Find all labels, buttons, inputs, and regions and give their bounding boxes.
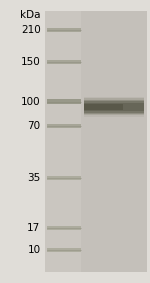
Text: 150: 150 — [21, 57, 40, 67]
FancyBboxPatch shape — [81, 11, 147, 272]
FancyBboxPatch shape — [84, 100, 144, 114]
FancyBboxPatch shape — [46, 99, 81, 104]
FancyBboxPatch shape — [46, 248, 81, 252]
FancyBboxPatch shape — [46, 177, 81, 180]
Text: 17: 17 — [27, 223, 40, 233]
Text: kDa: kDa — [20, 10, 40, 20]
FancyBboxPatch shape — [84, 101, 144, 113]
Text: 10: 10 — [27, 245, 40, 256]
FancyBboxPatch shape — [46, 28, 81, 31]
FancyBboxPatch shape — [46, 124, 81, 128]
FancyBboxPatch shape — [45, 11, 81, 272]
Text: 35: 35 — [27, 173, 40, 183]
FancyBboxPatch shape — [84, 98, 144, 115]
Text: 70: 70 — [27, 121, 40, 131]
Text: 100: 100 — [21, 97, 40, 107]
FancyBboxPatch shape — [46, 60, 81, 64]
Text: 210: 210 — [21, 25, 40, 35]
FancyBboxPatch shape — [46, 226, 81, 230]
FancyBboxPatch shape — [84, 97, 144, 117]
FancyBboxPatch shape — [84, 104, 123, 110]
FancyBboxPatch shape — [84, 103, 144, 111]
